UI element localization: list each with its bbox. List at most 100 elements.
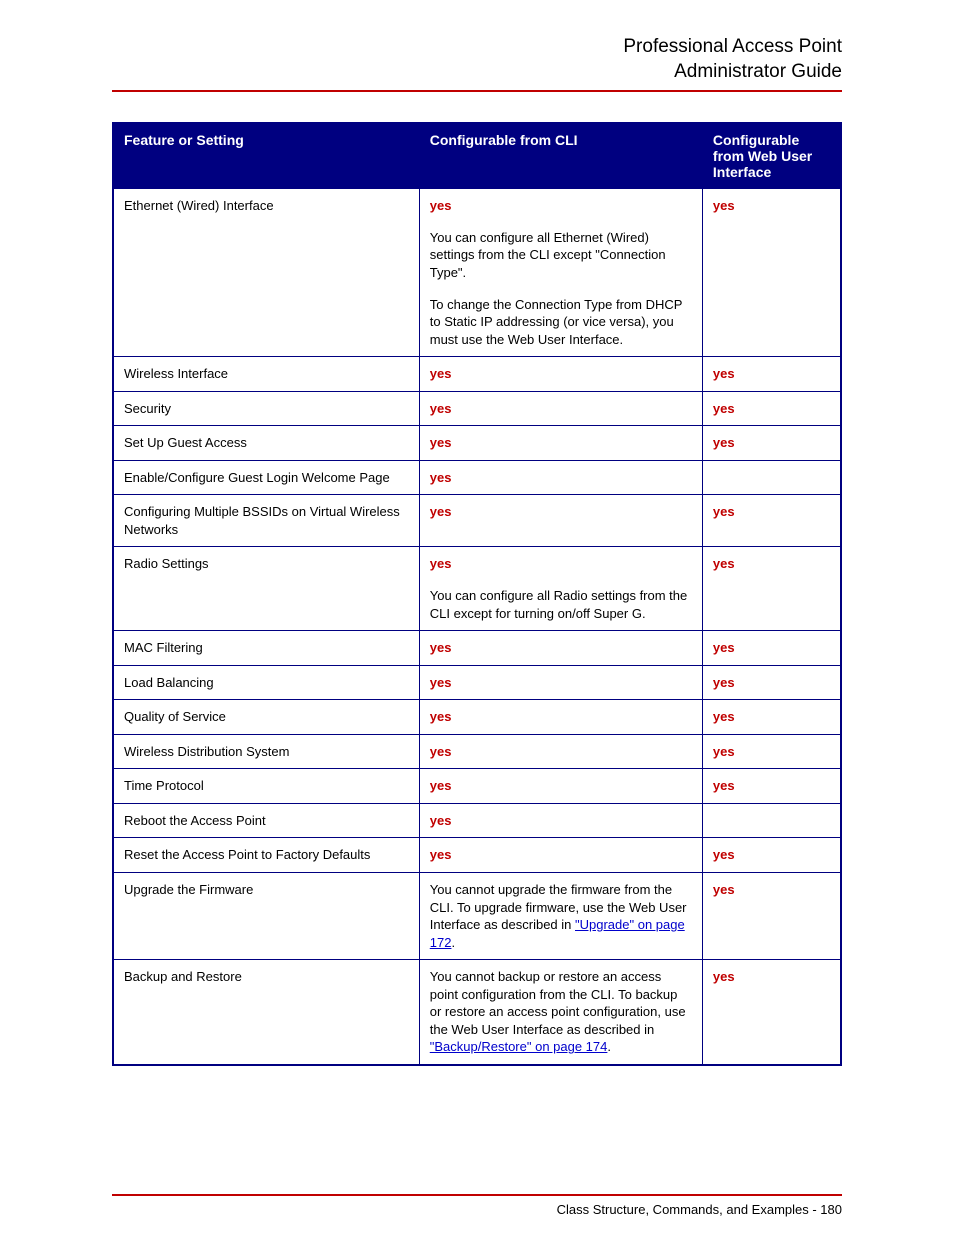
document-header: Professional Access Point Administrator … xyxy=(112,35,842,92)
cell-feature: Wireless Distribution System xyxy=(113,734,419,769)
yes-label: yes xyxy=(430,744,452,759)
header-line-1: Professional Access Point xyxy=(112,35,842,60)
table-row: Enable/Configure Guest Login Welcome Pag… xyxy=(113,460,841,495)
cell-cli: yes xyxy=(419,460,702,495)
header-line-2: Administrator Guide xyxy=(112,60,842,85)
table-row: Configuring Multiple BSSIDs on Virtual W… xyxy=(113,495,841,547)
table-body: Ethernet (Wired) Interface yes You can c… xyxy=(113,189,841,1065)
cell-cli: yes xyxy=(419,391,702,426)
cell-feature: Radio Settings xyxy=(113,547,419,631)
table-header-row: Feature or Setting Configurable from CLI… xyxy=(113,123,841,189)
cell-cli: yes xyxy=(419,357,702,392)
cli-paragraph: You can configure all Ethernet (Wired) s… xyxy=(430,229,692,282)
yes-label: yes xyxy=(430,401,452,416)
yes-label: yes xyxy=(713,882,735,897)
cell-feature: Ethernet (Wired) Interface xyxy=(113,189,419,357)
yes-label: yes xyxy=(713,675,735,690)
table-row: Wireless Distribution System yes yes xyxy=(113,734,841,769)
page: Professional Access Point Administrator … xyxy=(0,0,954,1066)
yes-label: yes xyxy=(430,197,692,215)
cell-feature: Set Up Guest Access xyxy=(113,426,419,461)
table-row: Radio Settings yes You can configure all… xyxy=(113,547,841,631)
table-row: Reboot the Access Point yes xyxy=(113,803,841,838)
cell-web: yes xyxy=(702,357,841,392)
cell-cli: yes xyxy=(419,426,702,461)
yes-label: yes xyxy=(713,556,735,571)
table-row: Load Balancing yes yes xyxy=(113,665,841,700)
cell-cli: yes xyxy=(419,803,702,838)
col-header-web: Configurable from Web User Interface xyxy=(702,123,841,189)
cell-web xyxy=(702,803,841,838)
yes-label: yes xyxy=(430,709,452,724)
cell-web: yes xyxy=(702,734,841,769)
yes-label: yes xyxy=(430,640,452,655)
table-row: Wireless Interface yes yes xyxy=(113,357,841,392)
cell-feature: Upgrade the Firmware xyxy=(113,872,419,959)
cell-feature: Configuring Multiple BSSIDs on Virtual W… xyxy=(113,495,419,547)
cell-feature: Load Balancing xyxy=(113,665,419,700)
cli-text: You cannot backup or restore an access p… xyxy=(430,969,686,1037)
yes-label: yes xyxy=(430,813,452,828)
cell-feature: MAC Filtering xyxy=(113,631,419,666)
yes-label: yes xyxy=(430,847,452,862)
yes-label: yes xyxy=(430,504,452,519)
cell-cli: yes xyxy=(419,700,702,735)
cell-cli: yes xyxy=(419,665,702,700)
cell-feature: Reboot the Access Point xyxy=(113,803,419,838)
cell-cli: yes xyxy=(419,495,702,547)
yes-label: yes xyxy=(713,709,735,724)
yes-label: yes xyxy=(713,198,735,213)
cell-feature: Enable/Configure Guest Login Welcome Pag… xyxy=(113,460,419,495)
cell-web: yes xyxy=(702,665,841,700)
cell-feature: Wireless Interface xyxy=(113,357,419,392)
doc-link-backup[interactable]: "Backup/Restore" on page 174 xyxy=(430,1039,608,1054)
cell-cli: yes xyxy=(419,631,702,666)
cell-web: yes xyxy=(702,960,841,1065)
cell-web: yes xyxy=(702,631,841,666)
cell-feature: Reset the Access Point to Factory Defaul… xyxy=(113,838,419,873)
cell-web: yes xyxy=(702,391,841,426)
cell-cli: yes You can configure all Ethernet (Wire… xyxy=(419,189,702,357)
yes-label: yes xyxy=(713,847,735,862)
cell-feature: Backup and Restore xyxy=(113,960,419,1065)
footer-text: Class Structure, Commands, and Examples … xyxy=(557,1202,842,1217)
table-row: Upgrade the Firmware You cannot upgrade … xyxy=(113,872,841,959)
table-row: Security yes yes xyxy=(113,391,841,426)
yes-label: yes xyxy=(713,401,735,416)
yes-label: yes xyxy=(713,744,735,759)
cell-cli: yes xyxy=(419,769,702,804)
cli-text: . xyxy=(451,935,455,950)
table-row: MAC Filtering yes yes xyxy=(113,631,841,666)
yes-label: yes xyxy=(430,470,452,485)
cell-web: yes xyxy=(702,700,841,735)
cell-feature: Time Protocol xyxy=(113,769,419,804)
page-footer: Class Structure, Commands, and Examples … xyxy=(112,1194,842,1217)
yes-label: yes xyxy=(430,778,452,793)
yes-label: yes xyxy=(430,366,452,381)
yes-label: yes xyxy=(430,555,692,573)
cli-text: . xyxy=(607,1039,611,1054)
cell-cli: You cannot backup or restore an access p… xyxy=(419,960,702,1065)
cli-paragraph: You can configure all Radio settings fro… xyxy=(430,587,692,622)
table-row: Reset the Access Point to Factory Defaul… xyxy=(113,838,841,873)
cell-web xyxy=(702,460,841,495)
cell-cli: yes xyxy=(419,838,702,873)
cell-cli: You cannot upgrade the firmware from the… xyxy=(419,872,702,959)
cell-web: yes xyxy=(702,189,841,357)
table-row: Quality of Service yes yes xyxy=(113,700,841,735)
cell-web: yes xyxy=(702,426,841,461)
cell-web: yes xyxy=(702,769,841,804)
yes-label: yes xyxy=(713,969,735,984)
yes-label: yes xyxy=(713,778,735,793)
cell-web: yes xyxy=(702,872,841,959)
cell-feature: Quality of Service xyxy=(113,700,419,735)
yes-label: yes xyxy=(713,640,735,655)
config-table: Feature or Setting Configurable from CLI… xyxy=(112,122,842,1066)
cell-feature: Security xyxy=(113,391,419,426)
table-row: Time Protocol yes yes xyxy=(113,769,841,804)
col-header-cli: Configurable from CLI xyxy=(419,123,702,189)
cell-web: yes xyxy=(702,838,841,873)
yes-label: yes xyxy=(430,435,452,450)
table-row: Ethernet (Wired) Interface yes You can c… xyxy=(113,189,841,357)
cell-cli: yes You can configure all Radio settings… xyxy=(419,547,702,631)
